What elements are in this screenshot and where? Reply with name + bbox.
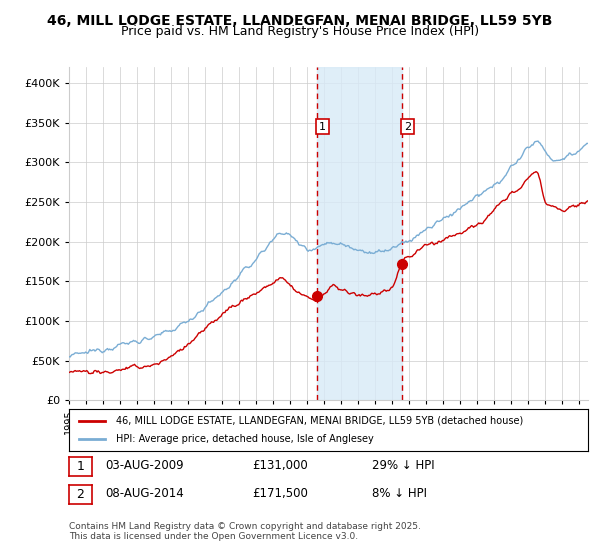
Text: 2: 2 xyxy=(404,122,411,132)
Text: Price paid vs. HM Land Registry's House Price Index (HPI): Price paid vs. HM Land Registry's House … xyxy=(121,25,479,38)
Text: 8% ↓ HPI: 8% ↓ HPI xyxy=(372,487,427,501)
Text: 08-AUG-2014: 08-AUG-2014 xyxy=(105,487,184,501)
Text: £171,500: £171,500 xyxy=(252,487,308,501)
Text: 46, MILL LODGE ESTATE, LLANDEGFAN, MENAI BRIDGE, LL59 5YB: 46, MILL LODGE ESTATE, LLANDEGFAN, MENAI… xyxy=(47,14,553,28)
Text: 1: 1 xyxy=(319,122,326,132)
Text: 2: 2 xyxy=(76,488,85,501)
Text: HPI: Average price, detached house, Isle of Anglesey: HPI: Average price, detached house, Isle… xyxy=(116,434,373,444)
Bar xyxy=(317,67,402,400)
Text: 29% ↓ HPI: 29% ↓ HPI xyxy=(372,459,434,473)
Text: Contains HM Land Registry data © Crown copyright and database right 2025.
This d: Contains HM Land Registry data © Crown c… xyxy=(69,522,421,542)
Text: 46, MILL LODGE ESTATE, LLANDEGFAN, MENAI BRIDGE, LL59 5YB (detached house): 46, MILL LODGE ESTATE, LLANDEGFAN, MENAI… xyxy=(116,416,523,426)
Text: £131,000: £131,000 xyxy=(252,459,308,473)
Text: 03-AUG-2009: 03-AUG-2009 xyxy=(105,459,184,473)
Text: 1: 1 xyxy=(76,460,85,473)
